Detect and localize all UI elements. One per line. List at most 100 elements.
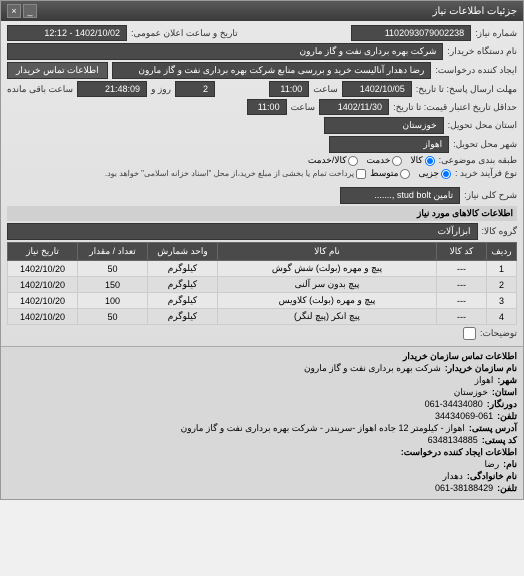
table-cell: پیچ و مهره (بولت) کلاویس <box>218 293 437 309</box>
category-service-label: خدمت <box>366 155 390 166</box>
deadline-date-field: 1402/10/05 <box>342 81 412 97</box>
process-medium-label: متوسط <box>370 168 398 179</box>
table-cell: کیلوگرم <box>148 293 218 309</box>
deadline-time-field: 11:00 <box>269 81 309 97</box>
items-table-container: ردیف کد کالا نام کالا واحد شمارش تعداد /… <box>7 242 517 325</box>
process-label: نوع فرآیند خرید : <box>455 168 517 179</box>
validity-label: حداقل تاریخ اعتبار قیمت: تا تاریخ: <box>393 102 517 113</box>
footer-org: شرکت بهره برداری نفت و گاز مارون <box>304 363 441 374</box>
footer-province-label: استان: <box>492 387 517 398</box>
footer-address: اهواز - کیلومتر 12 جاده اهواز -سربندر - … <box>181 423 465 434</box>
request-number-field: 1102093079002238 <box>351 25 471 41</box>
table-cell: 50 <box>78 261 148 277</box>
group-field: ابزارآلات <box>7 223 478 240</box>
time-remaining-field: 21:48:09 <box>77 81 147 97</box>
process-partial-input[interactable] <box>441 169 451 179</box>
items-section-header: اطلاعات کالاهای مورد نیاز <box>7 206 517 221</box>
col-index: ردیف <box>487 243 517 261</box>
table-cell: --- <box>437 261 487 277</box>
category-service-radio[interactable]: خدمت <box>366 155 402 166</box>
table-cell: 1402/10/20 <box>8 261 78 277</box>
table-cell: 100 <box>78 293 148 309</box>
table-row[interactable]: 2---پیچ بدون سر آلنیکیلوگرم1501402/10/20 <box>8 277 517 293</box>
table-cell: پیچ بدون سر آلنی <box>218 277 437 293</box>
footer-surname-label: نام خانوادگی: <box>467 471 517 482</box>
table-cell: 3 <box>487 293 517 309</box>
category-both-input[interactable] <box>348 156 358 166</box>
validity-time-field: 11:00 <box>247 99 287 115</box>
table-cell: 150 <box>78 277 148 293</box>
col-unit: واحد شمارش <box>148 243 218 261</box>
days-remaining-field: 2 <box>175 81 215 97</box>
city-label: شهر محل تحویل: <box>453 139 517 150</box>
footer-phone-label: تلفن: <box>497 411 517 422</box>
footer-fax-label: دورنگار: <box>487 399 517 410</box>
table-row[interactable]: 1---پیچ و مهره (بولت) شش گوشکیلوگرم50140… <box>8 261 517 277</box>
table-cell: پیچ انکر (پیچ لنگر) <box>218 309 437 325</box>
category-goods-radio[interactable]: کالا <box>410 155 434 166</box>
col-qty: تعداد / مقدار <box>78 243 148 261</box>
category-radio-group: کالا خدمت کالا/خدمت <box>308 155 435 166</box>
category-service-input[interactable] <box>392 156 402 166</box>
table-cell: 2 <box>487 277 517 293</box>
footer-header: اطلاعات تماس سازمان خریدار <box>403 351 517 362</box>
category-both-radio[interactable]: کالا/خدمت <box>308 155 359 166</box>
table-cell: --- <box>437 277 487 293</box>
creator-field: رضا دهدار آنالیست خرید و بررسی منابع شرک… <box>112 62 432 79</box>
table-body: 1---پیچ و مهره (بولت) شش گوشکیلوگرم50140… <box>8 261 517 325</box>
table-cell: کیلوگرم <box>148 309 218 325</box>
footer-city: اهواز <box>475 375 494 386</box>
process-partial-radio[interactable]: جزیی <box>418 168 451 179</box>
process-note-text: پرداخت تمام یا بخشی از مبلغ خرید،از محل … <box>105 169 354 178</box>
window-title: جزئیات اطلاعات نیاز <box>433 6 517 17</box>
need-title-label: شرح کلی نیاز: <box>464 190 517 201</box>
time-label-1: ساعت <box>313 84 338 95</box>
table-cell: 1402/10/20 <box>8 293 78 309</box>
footer-postal: 6348134885 <box>428 435 478 446</box>
creator-label: ایجاد کننده درخواست: <box>435 65 517 76</box>
process-medium-input[interactable] <box>400 169 410 179</box>
table-cell: 1 <box>487 261 517 277</box>
col-code: کد کالا <box>437 243 487 261</box>
process-medium-radio[interactable]: متوسط <box>370 168 410 179</box>
footer-name-label: نام: <box>503 459 517 470</box>
footer-city-label: شهر: <box>497 375 517 386</box>
table-row[interactable]: 3---پیچ و مهره (بولت) کلاویسکیلوگرم10014… <box>8 293 517 309</box>
table-cell: 4 <box>487 309 517 325</box>
announce-datetime-label: تاریخ و ساعت اعلان عمومی: <box>131 28 238 39</box>
minimize-button[interactable]: _ <box>23 4 37 18</box>
title-bar: جزئیات اطلاعات نیاز _ × <box>1 1 523 21</box>
footer-province: خوزستان <box>454 387 488 398</box>
table-cell: پیچ و مهره (بولت) شش گوش <box>218 261 437 277</box>
request-number-label: شماره نیاز: <box>475 28 517 39</box>
table-cell: کیلوگرم <box>148 277 218 293</box>
table-row[interactable]: 4---پیچ انکر (پیچ لنگر)کیلوگرم501402/10/… <box>8 309 517 325</box>
footer-creator-phone-label: تلفن: <box>497 483 517 494</box>
footer-org-label: نام سازمان خریدار: <box>445 363 517 374</box>
need-title-field: تامین stud bolt ,....... <box>340 187 460 204</box>
category-goods-label: کالا <box>410 155 422 166</box>
footer-phone: 34434069-061 <box>435 411 493 422</box>
table-cell: کیلوگرم <box>148 261 218 277</box>
contact-buyer-button[interactable]: اطلاعات تماس خریدار <box>7 62 108 79</box>
table-cell: --- <box>437 293 487 309</box>
description-checkbox[interactable] <box>463 327 476 340</box>
buyer-org-field: شرکت بهره برداری نفت و گاز مارون <box>7 43 443 60</box>
table-cell: 1402/10/20 <box>8 277 78 293</box>
province-label: استان محل تحویل: <box>448 120 517 131</box>
footer-surname: دهدار <box>443 471 463 482</box>
process-note-checkbox[interactable]: پرداخت تمام یا بخشی از مبلغ خرید،از محل … <box>105 169 366 179</box>
group-label: گروه کالا: <box>482 226 517 237</box>
footer-creator-header: اطلاعات ایجاد کننده درخواست: <box>401 447 517 458</box>
deadline-label: مهلت ارسال پاسخ: تا تاریخ: <box>416 84 517 95</box>
close-button[interactable]: × <box>7 4 21 18</box>
window-controls: _ × <box>7 4 37 18</box>
footer-address-label: آدرس پستی: <box>469 423 517 434</box>
category-goods-input[interactable] <box>425 156 435 166</box>
category-both-label: کالا/خدمت <box>308 155 347 166</box>
process-partial-label: جزیی <box>418 168 439 179</box>
footer-name: رضا <box>484 459 499 470</box>
content-area: شماره نیاز: 1102093079002238 تاریخ و ساع… <box>1 21 523 346</box>
process-radio-group: جزیی متوسط <box>370 168 451 179</box>
process-note-input[interactable] <box>356 169 366 179</box>
